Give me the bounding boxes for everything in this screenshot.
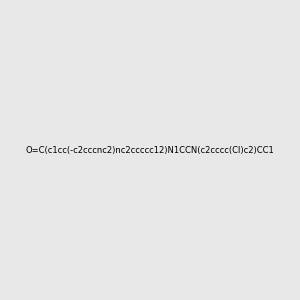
- Text: O=C(c1cc(-c2cccnc2)nc2ccccc12)N1CCN(c2cccc(Cl)c2)CC1: O=C(c1cc(-c2cccnc2)nc2ccccc12)N1CCN(c2cc…: [26, 146, 275, 154]
